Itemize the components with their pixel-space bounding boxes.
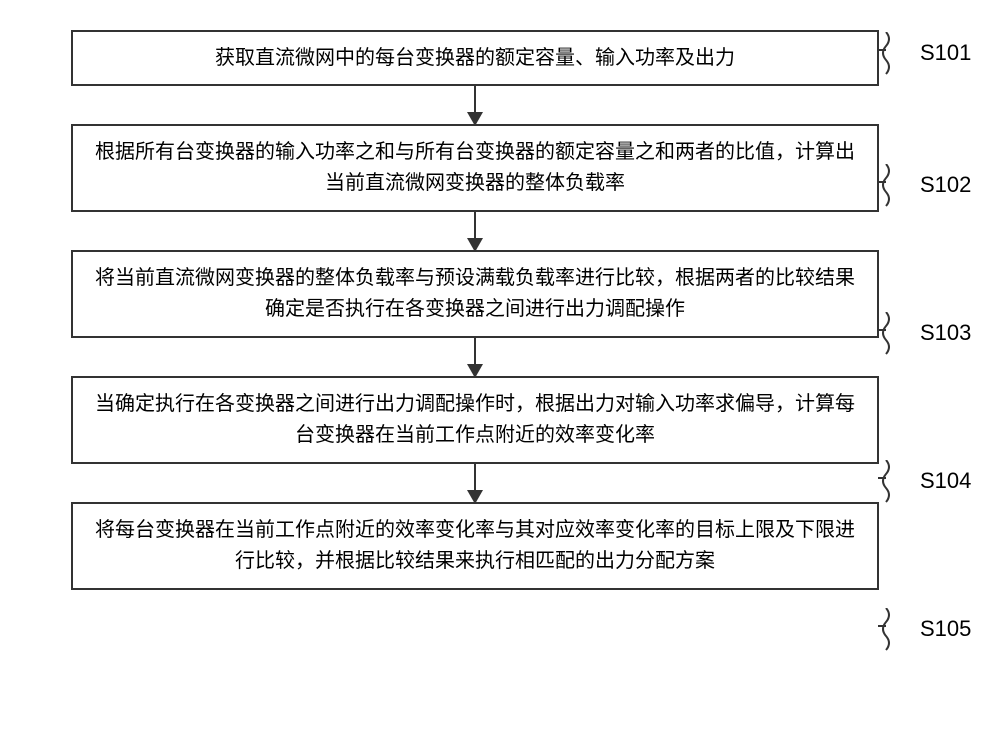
- step-label-3: S103: [920, 320, 971, 346]
- connector-3: [878, 312, 918, 362]
- arrow-2-3: [474, 212, 476, 250]
- connector-5: [878, 608, 918, 658]
- step-text: 将每台变换器在当前工作点附近的效率变化率与其对应效率变化率的目标上限及下限进行比…: [93, 515, 857, 577]
- arrow-4-5: [474, 464, 476, 502]
- step-label-2: S102: [920, 172, 971, 198]
- step-box-1: 获取直流微网中的每台变换器的额定容量、输入功率及出力: [71, 30, 879, 86]
- step-box-2: 根据所有台变换器的输入功率之和与所有台变换器的额定容量之和两者的比值，计算出当前…: [71, 124, 879, 212]
- step-label-4: S104: [920, 468, 971, 494]
- step-text: 将当前直流微网变换器的整体负载率与预设满载负载率进行比较，根据两者的比较结果确定…: [93, 263, 857, 325]
- step-text: 根据所有台变换器的输入功率之和与所有台变换器的额定容量之和两者的比值，计算出当前…: [93, 137, 857, 199]
- arrow-3-4: [474, 338, 476, 376]
- step-text: 当确定执行在各变换器之间进行出力调配操作时，根据出力对输入功率求偏导，计算每台变…: [93, 389, 857, 451]
- connector-1: [878, 32, 918, 82]
- arrow-1-2: [474, 86, 476, 124]
- connector-4: [878, 460, 918, 510]
- connector-2: [878, 164, 918, 214]
- step-label-5: S105: [920, 616, 971, 642]
- step-label-1: S101: [920, 40, 971, 66]
- step-box-5: 将每台变换器在当前工作点附近的效率变化率与其对应效率变化率的目标上限及下限进行比…: [71, 502, 879, 590]
- step-box-4: 当确定执行在各变换器之间进行出力调配操作时，根据出力对输入功率求偏导，计算每台变…: [71, 376, 879, 464]
- step-box-3: 将当前直流微网变换器的整体负载率与预设满载负载率进行比较，根据两者的比较结果确定…: [71, 250, 879, 338]
- flowchart-container: 获取直流微网中的每台变换器的额定容量、输入功率及出力 根据所有台变换器的输入功率…: [70, 30, 880, 590]
- step-text: 获取直流微网中的每台变换器的额定容量、输入功率及出力: [215, 43, 735, 74]
